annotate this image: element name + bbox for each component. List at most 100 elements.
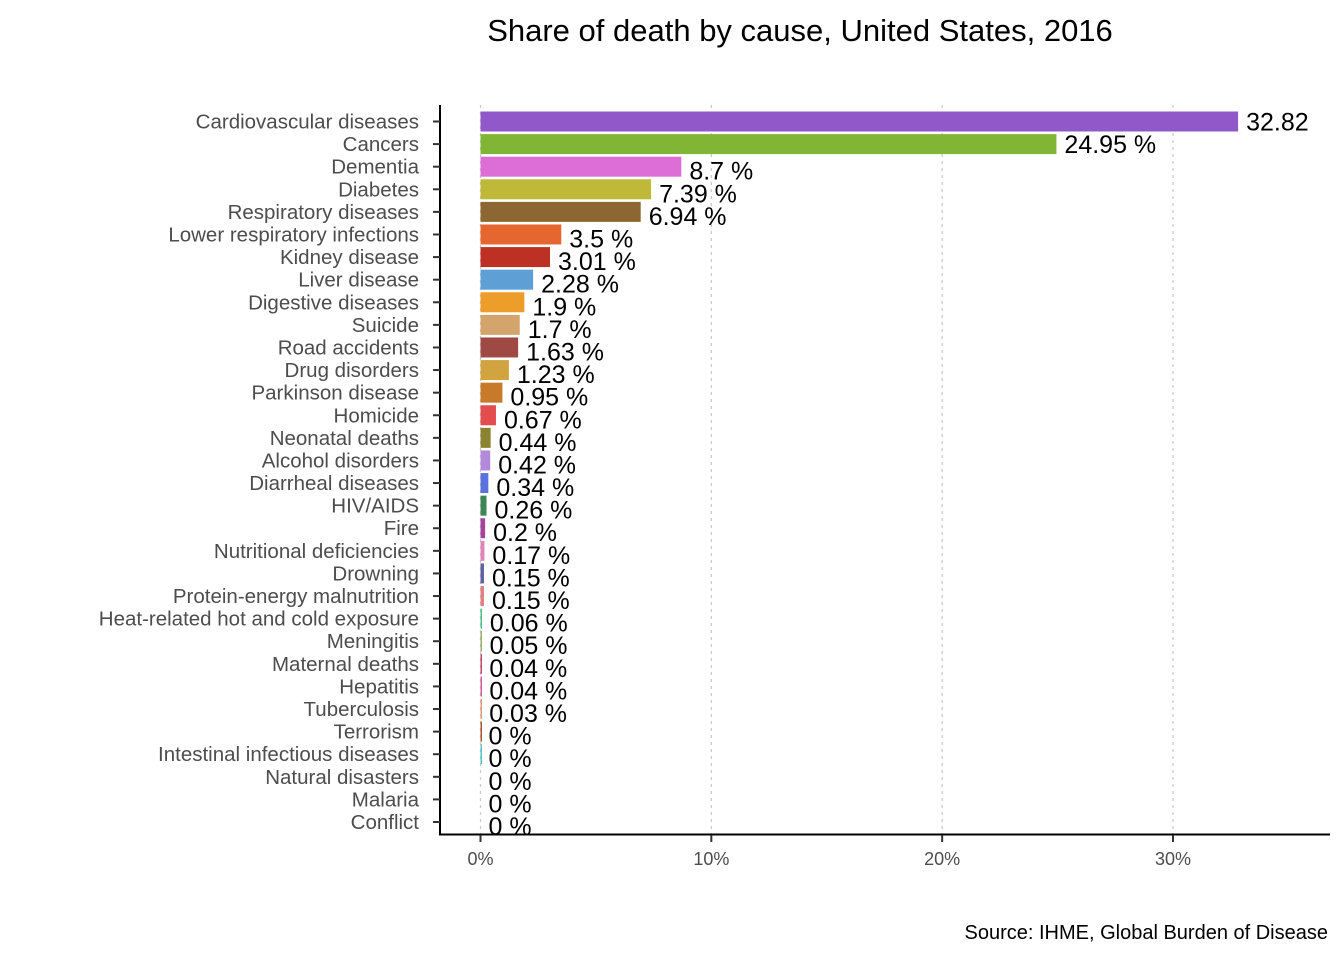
category-label: Parkinson disease — [251, 382, 419, 405]
x-ticks: 0% 10% 20% 30% — [467, 835, 1191, 869]
data-label: 7.39 % — [659, 180, 737, 208]
category-label: Cancers — [343, 133, 419, 156]
bar — [480, 540, 485, 561]
bar — [480, 156, 682, 177]
bar — [480, 134, 1057, 155]
data-label: 24.95 % — [1064, 131, 1156, 159]
bar — [480, 360, 509, 381]
category-label: Neonatal deaths — [270, 427, 419, 450]
bar — [480, 292, 525, 313]
bar — [480, 337, 519, 358]
bar — [480, 744, 482, 765]
bar — [480, 473, 489, 494]
category-label: Dementia — [331, 156, 419, 179]
data-label: 0.15 % — [492, 564, 570, 592]
x-tick-label: 30% — [1155, 849, 1191, 869]
x-tick-label: 20% — [924, 849, 960, 869]
data-label: 0 % — [489, 813, 532, 841]
bar — [480, 631, 482, 652]
data-label: 0.04 % — [489, 677, 567, 705]
category-label: Fire — [384, 517, 419, 540]
category-label: Diabetes — [338, 178, 419, 201]
category-label: Meningitis — [327, 630, 419, 653]
data-label: 0 % — [489, 745, 532, 773]
data-label: 6.94 % — [649, 203, 727, 231]
bar — [480, 653, 482, 674]
x-tick-label: 0% — [467, 849, 493, 869]
data-label: 3.5 % — [569, 225, 633, 253]
category-label: Road accidents — [278, 336, 419, 359]
category-label: Hepatitis — [339, 675, 419, 698]
bar — [480, 427, 491, 448]
data-label: 2.28 % — [541, 271, 619, 299]
data-labels: 32.82 24.95 % 8.7 %7.39 %6.94 % 3.5 %3.01 %… — [489, 109, 1309, 842]
bar — [480, 608, 482, 629]
data-label: 1.23 % — [517, 361, 595, 389]
category-label: HIV/AIDS — [331, 495, 419, 518]
chart-caption: Source: IHME, Global Burden of Disease — [964, 922, 1328, 944]
axes — [439, 105, 1330, 836]
bar — [480, 382, 503, 403]
data-label: 0.06 % — [490, 610, 568, 638]
category-label: Respiratory diseases — [228, 201, 419, 224]
category-label: Diarrheal diseases — [249, 472, 419, 495]
category-label: Heat-related hot and cold exposure — [99, 608, 419, 631]
bar — [480, 111, 1239, 132]
x-tick-label: 10% — [693, 849, 729, 869]
data-label: 0.04 % — [489, 655, 567, 683]
bar — [480, 405, 496, 426]
data-label: 8.7 % — [689, 158, 753, 186]
bar — [480, 699, 482, 720]
bar — [480, 676, 482, 697]
data-label: 3.01 % — [558, 248, 636, 276]
bar — [480, 269, 534, 290]
bar — [480, 586, 484, 607]
data-label: 1.7 % — [528, 316, 592, 344]
category-label: Intestinal infectious diseases — [158, 743, 419, 766]
data-label: 0.03 % — [489, 700, 567, 728]
category-labels: Cardiovascular diseasesCancersDementiaDi… — [99, 111, 440, 834]
category-label: Homicide — [334, 404, 419, 427]
bar — [480, 247, 550, 268]
data-label: 0.44 % — [499, 429, 577, 457]
data-label: 0.2 % — [493, 519, 557, 547]
bar — [480, 179, 652, 200]
category-label: Terrorism — [334, 721, 419, 744]
category-label: Conflict — [351, 811, 420, 834]
category-label: Natural disasters — [265, 766, 419, 789]
category-label: Cardiovascular diseases — [196, 111, 419, 134]
bar — [480, 450, 491, 471]
category-label: Drowning — [332, 562, 419, 585]
data-label: 0 % — [489, 768, 532, 796]
category-label: Lower respiratory infections — [168, 223, 419, 246]
category-label: Suicide — [352, 314, 419, 337]
data-label: 0.26 % — [495, 497, 573, 525]
category-label: Tuberculosis — [304, 698, 419, 721]
data-label: 0 % — [489, 723, 532, 751]
data-label: 0.34 % — [496, 474, 574, 502]
category-label: Nutritional deficiencies — [214, 540, 419, 563]
data-label: 1.9 % — [532, 293, 596, 321]
data-label: 32.82 — [1246, 109, 1309, 137]
category-label: Liver disease — [298, 269, 419, 292]
bar — [480, 224, 562, 245]
bar — [480, 201, 641, 222]
data-label: 0 % — [489, 790, 532, 818]
data-label: 0.15 % — [492, 587, 570, 615]
bars — [480, 111, 1239, 765]
data-label: 0.95 % — [510, 384, 588, 412]
category-label: Kidney disease — [280, 246, 419, 269]
category-label: Digestive diseases — [248, 291, 419, 314]
category-label: Maternal deaths — [272, 653, 419, 676]
bar — [480, 495, 487, 516]
category-label: Alcohol disorders — [262, 449, 419, 472]
data-label: 0.67 % — [504, 406, 582, 434]
data-label: 1.63 % — [526, 338, 604, 366]
category-label: Malaria — [352, 788, 420, 811]
bar — [480, 518, 486, 539]
bar — [480, 563, 484, 584]
category-label: Drug disorders — [285, 359, 419, 382]
bar — [480, 314, 520, 335]
category-label: Protein-energy malnutrition — [173, 585, 419, 608]
